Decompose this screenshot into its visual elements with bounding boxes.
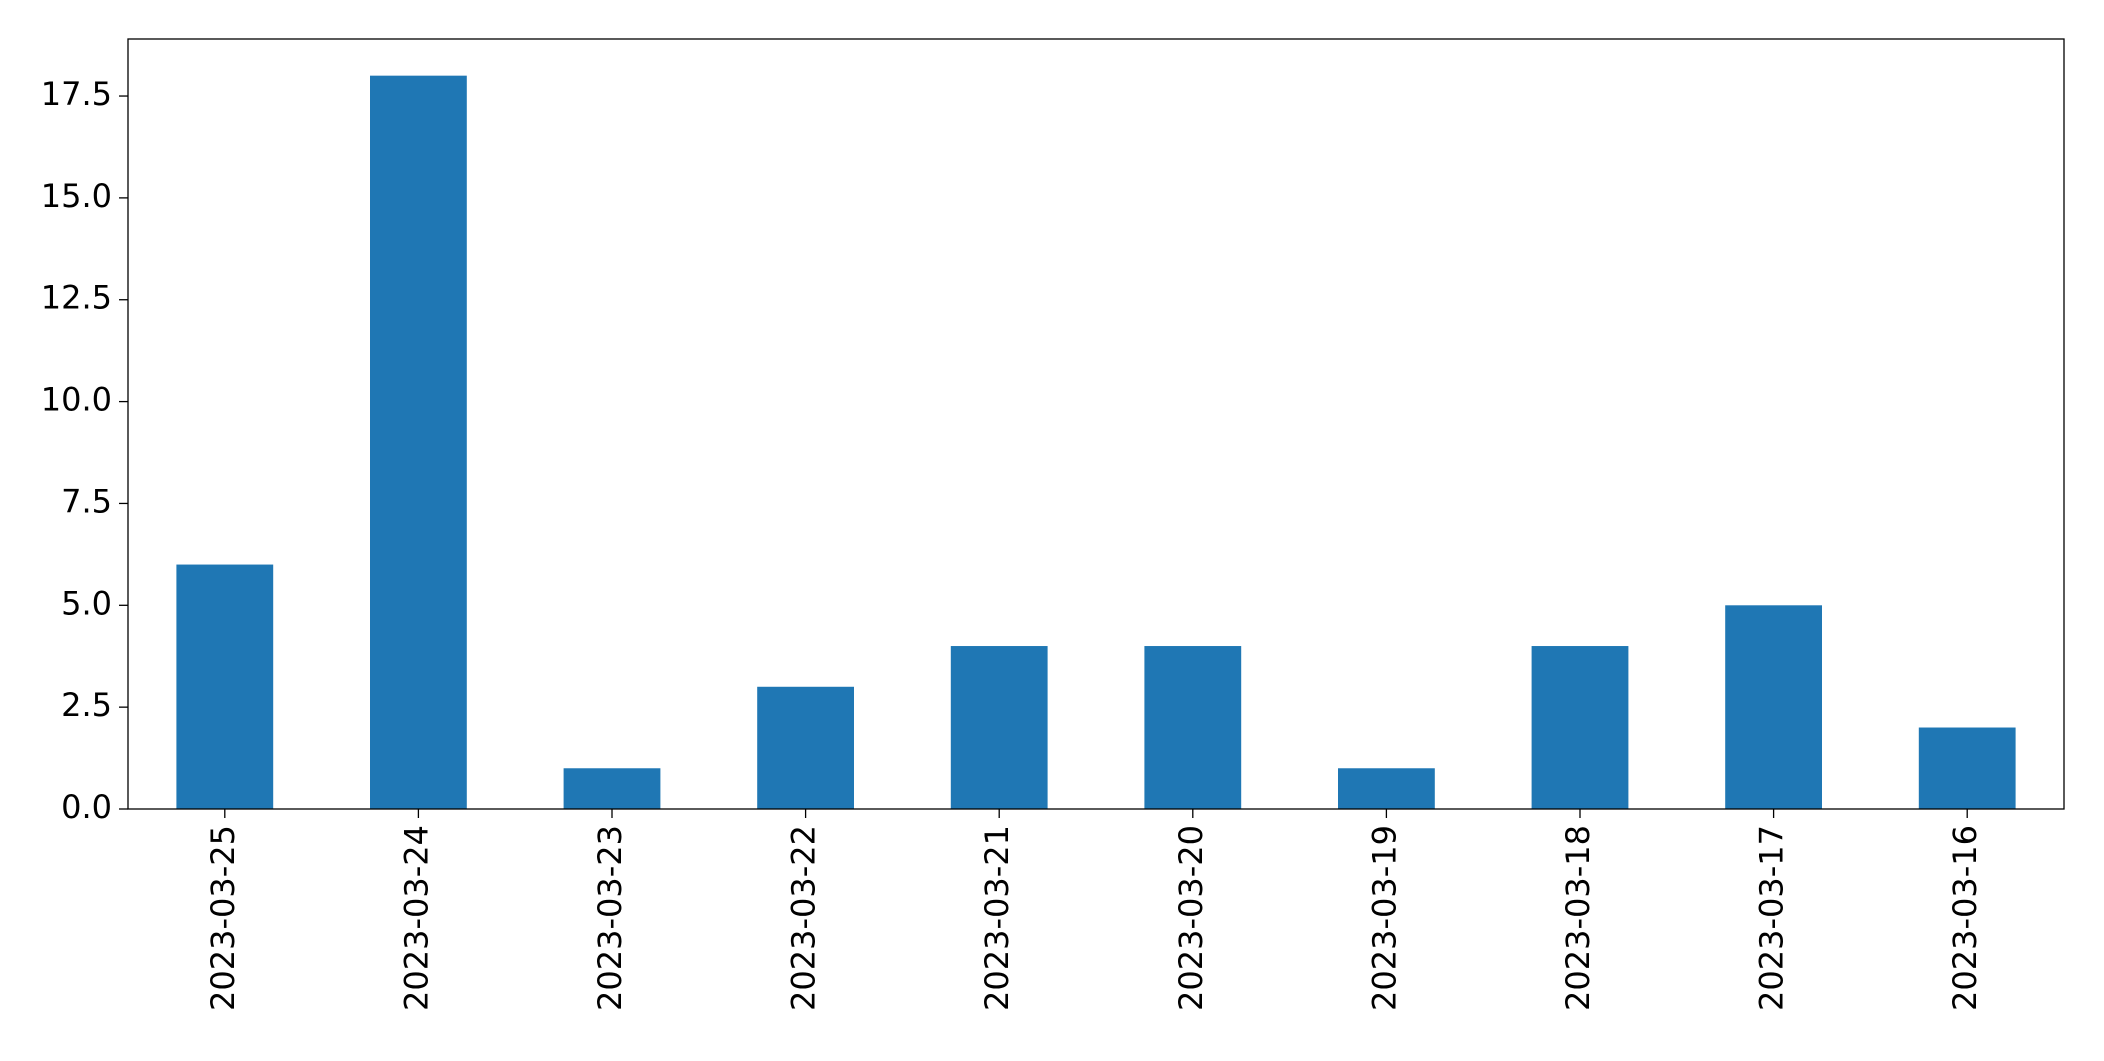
- bar: [1531, 646, 1629, 809]
- y-tick-label: 17.5: [41, 75, 112, 113]
- x-tick-label: 2023-03-23: [591, 825, 629, 1011]
- x-tick-label: 2023-03-22: [785, 825, 823, 1011]
- y-tick-label: 7.5: [61, 482, 112, 520]
- y-tick-label: 2.5: [61, 686, 112, 724]
- bar: [1144, 646, 1242, 809]
- plot-frame: [127, 38, 2065, 810]
- bar: [370, 75, 467, 809]
- x-tick-label: 2023-03-18: [1559, 825, 1597, 1011]
- x-tick-label: 2023-03-24: [397, 825, 435, 1011]
- bar: [563, 768, 661, 809]
- y-tick-label: 5.0: [61, 584, 112, 622]
- bar: [757, 686, 854, 809]
- x-tick-label: 2023-03-21: [978, 825, 1016, 1011]
- y-tick-label: 15.0: [41, 177, 112, 215]
- bar: [950, 646, 1048, 809]
- x-tick-label: 2023-03-19: [1365, 825, 1403, 1011]
- bar: [176, 564, 274, 809]
- bar: [1338, 768, 1435, 809]
- y-tick-label: 0.0: [61, 788, 112, 826]
- x-tick-label: 2023-03-20: [1172, 825, 1210, 1011]
- y-tick-label: 10.0: [41, 381, 112, 419]
- bar: [1918, 727, 2016, 809]
- y-tick-label: 12.5: [41, 279, 112, 317]
- x-tick-label: 2023-03-25: [204, 825, 242, 1011]
- x-tick-label: 2023-03-16: [1946, 825, 1984, 1011]
- bar: [1725, 605, 1822, 809]
- x-tick-label: 2023-03-17: [1753, 825, 1791, 1011]
